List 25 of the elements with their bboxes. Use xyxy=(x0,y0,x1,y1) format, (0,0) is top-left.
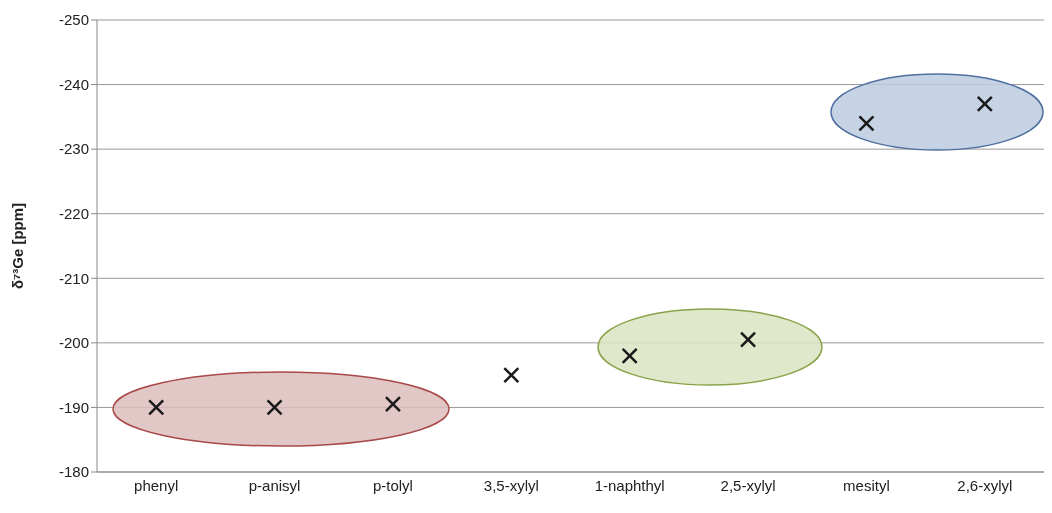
point xyxy=(858,115,875,132)
x-tick-label: 2,6-xylyl xyxy=(957,476,1013,494)
point xyxy=(739,331,757,348)
y-tick-label: -230 xyxy=(58,140,89,158)
y-tick-label: -220 xyxy=(58,205,89,223)
point xyxy=(503,366,520,384)
y-axis-title: δ⁷³Ge [ppm] xyxy=(9,202,27,290)
x-tick-label: 1-naphthyl xyxy=(594,476,665,494)
point xyxy=(384,395,402,413)
y-tick-label: -200 xyxy=(58,334,89,352)
y-tick-label: -190 xyxy=(58,398,89,416)
y-tick-label: -180 xyxy=(58,463,89,481)
y-tick-label: -250 xyxy=(58,11,89,29)
point xyxy=(266,399,283,416)
x-tick-label: 2,5-xylyl xyxy=(720,476,776,494)
y-tick-label: -210 xyxy=(58,269,89,287)
point xyxy=(621,347,638,365)
x-tick-label: phenyl xyxy=(134,476,179,494)
x-tick-label: mesityl xyxy=(843,476,890,494)
point xyxy=(147,399,165,416)
x-tick-label: p-anisyl xyxy=(248,476,301,494)
y-tick-label: -240 xyxy=(58,75,89,93)
x-tick-label: 3,5-xylyl xyxy=(483,476,539,494)
point xyxy=(976,95,994,113)
x-tick-label: p-tolyl xyxy=(372,476,413,494)
